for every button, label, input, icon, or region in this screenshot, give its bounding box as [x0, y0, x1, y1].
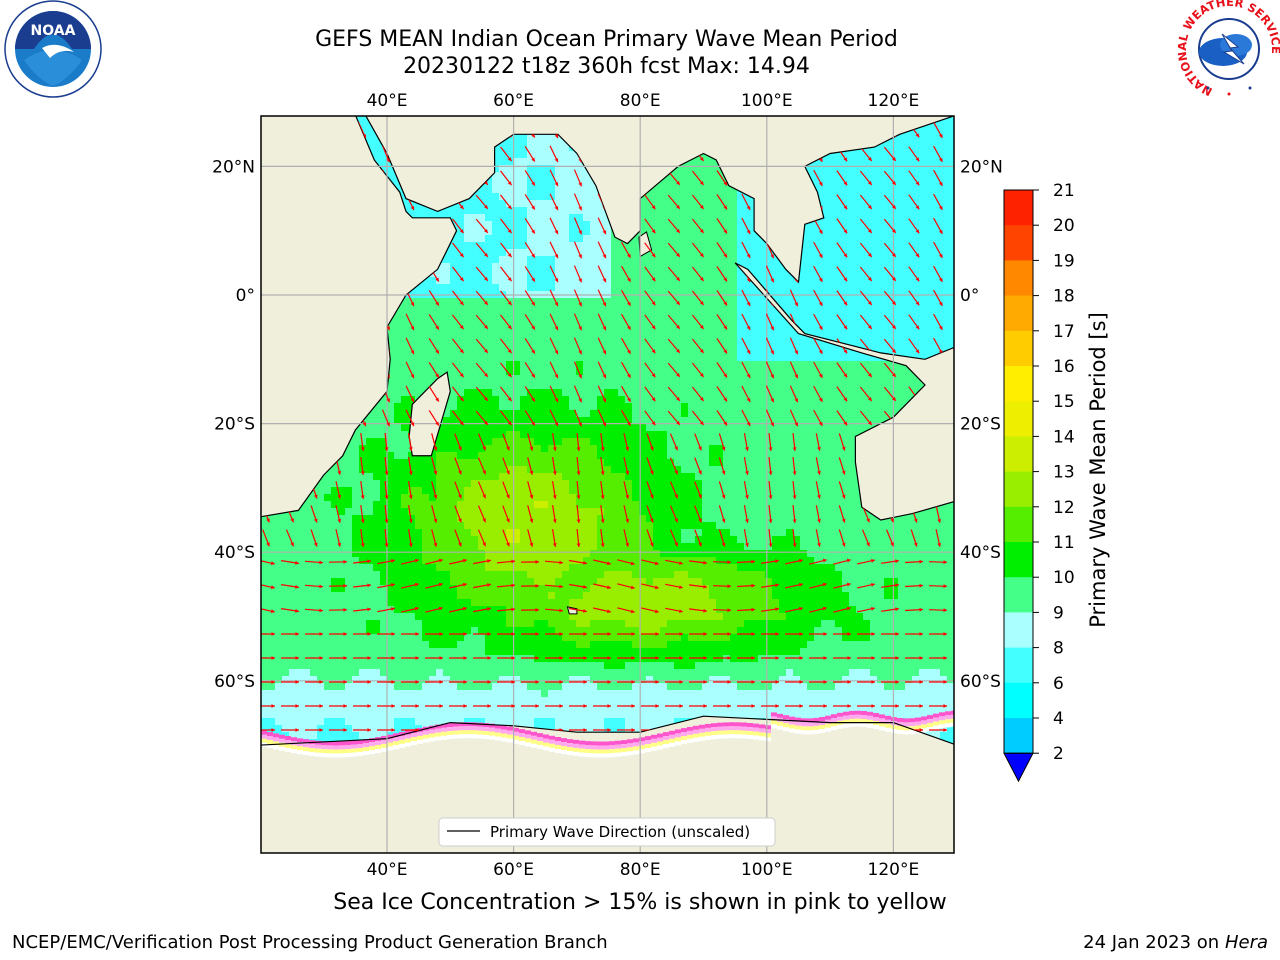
sea-ice-band: [261, 710, 954, 758]
colorbar-tick-label: 9: [1053, 603, 1064, 623]
colorbar-tick-label: 13: [1053, 463, 1075, 483]
colorbar-tick-label: 11: [1053, 533, 1075, 553]
footer-date-text: 24 Jan 2023 on: [1083, 932, 1225, 953]
colorbar-tick-label: 18: [1053, 287, 1075, 307]
chart-subtitle: 20230122 t18z 360h fcst Max: 14.94: [403, 54, 810, 79]
lon-label-bottom: 40°E: [367, 860, 408, 880]
map-frame: [260, 115, 955, 854]
lon-label-bottom: 60°E: [493, 860, 534, 880]
footer-credit: NCEP/EMC/Verification Post Processing Pr…: [12, 932, 608, 953]
colorbar-tick-label: 10: [1053, 568, 1075, 588]
lon-label-top: 100°E: [741, 91, 793, 111]
lat-label-right: 20°N: [960, 157, 1003, 177]
colorbar-tick-label: 15: [1053, 392, 1075, 412]
colorbar-segment: [1004, 366, 1033, 402]
colorbar-tick-label: 4: [1053, 709, 1064, 729]
lat-label-left: 20°N: [212, 157, 255, 177]
colorbar-segment: [1004, 718, 1033, 754]
colorbar-segment: [1004, 542, 1033, 578]
lon-label-top: 80°E: [620, 91, 661, 111]
colorbar-tick-label: 6: [1053, 674, 1064, 694]
colorbar-segment: [1004, 612, 1033, 648]
lon-label-top: 60°E: [493, 91, 534, 111]
colorbar-tick-label: 21: [1053, 181, 1075, 201]
colorbar-label: Primary Wave Mean Period [s]: [1086, 312, 1110, 628]
colorbar-tick-label: 16: [1053, 357, 1075, 377]
colorbar-segment: [1004, 506, 1033, 543]
noaa-logo: NOAA: [4, 0, 102, 98]
colorbar-under-arrow: [1003, 752, 1034, 783]
colorbar-tick-label: 14: [1053, 427, 1075, 447]
colorbar-tick-label: 2: [1053, 744, 1064, 764]
lon-label-bottom: 100°E: [741, 860, 793, 880]
colorbar: 2 4 6 8 9 10 11 12 13 14 15 16 17 18 19 20 21: [1003, 181, 1075, 783]
lat-label-right: 0°: [960, 286, 979, 306]
chart-title: GEFS MEAN Indian Ocean Primary Wave Mean…: [315, 27, 898, 52]
lon-label-top: 120°E: [868, 91, 920, 111]
sea-ice-note: Sea Ice Concentration > 15% is shown in …: [333, 890, 947, 915]
lat-label-right: 60°S: [960, 672, 1001, 692]
arrow-legend: Primary Wave Direction (unscaled): [438, 817, 776, 847]
colorbar-segment: [1004, 647, 1033, 684]
lat-label-right: 40°S: [960, 543, 1001, 563]
colorbar-segment: [1004, 436, 1033, 472]
colorbar-tick-label: 17: [1053, 322, 1075, 342]
colorbar-segment: [1004, 295, 1033, 332]
lat-label-left: 40°S: [214, 543, 255, 563]
colorbar-segment: [1004, 190, 1033, 226]
colorbar-segment: [1004, 682, 1033, 719]
footer-date: 24 Jan 2023 on Hera: [1083, 932, 1268, 953]
colorbar-segment: [1004, 225, 1033, 261]
colorbar-segment: [1004, 260, 1033, 296]
colorbar-segment: [1004, 330, 1033, 367]
colorbar-tick-label: 20: [1053, 216, 1075, 236]
lon-label-bottom: 120°E: [868, 860, 920, 880]
colorbar-tick-label: 12: [1053, 498, 1075, 518]
colorbar-segment: [1004, 471, 1033, 508]
lon-label-top: 40°E: [367, 91, 408, 111]
lat-label-left: 20°S: [214, 415, 255, 435]
colorbar-segment: [1004, 401, 1033, 437]
nws-logo: NATIONAL WEATHER SERVICE: [1178, 0, 1280, 99]
lat-label-right: 20°S: [960, 415, 1001, 435]
noaa-logo-text: NOAA: [31, 23, 76, 39]
colorbar-segment: [1004, 577, 1033, 613]
legend-label: Primary Wave Direction (unscaled): [490, 823, 750, 841]
lon-label-bottom: 80°E: [620, 860, 661, 880]
lat-label-left: 0°: [236, 286, 255, 306]
lat-label-left: 60°S: [214, 672, 255, 692]
colorbar-tick-label: 8: [1053, 639, 1064, 659]
footer-machine: Hera: [1224, 932, 1268, 953]
colorbar-tick-label: 19: [1053, 251, 1075, 271]
